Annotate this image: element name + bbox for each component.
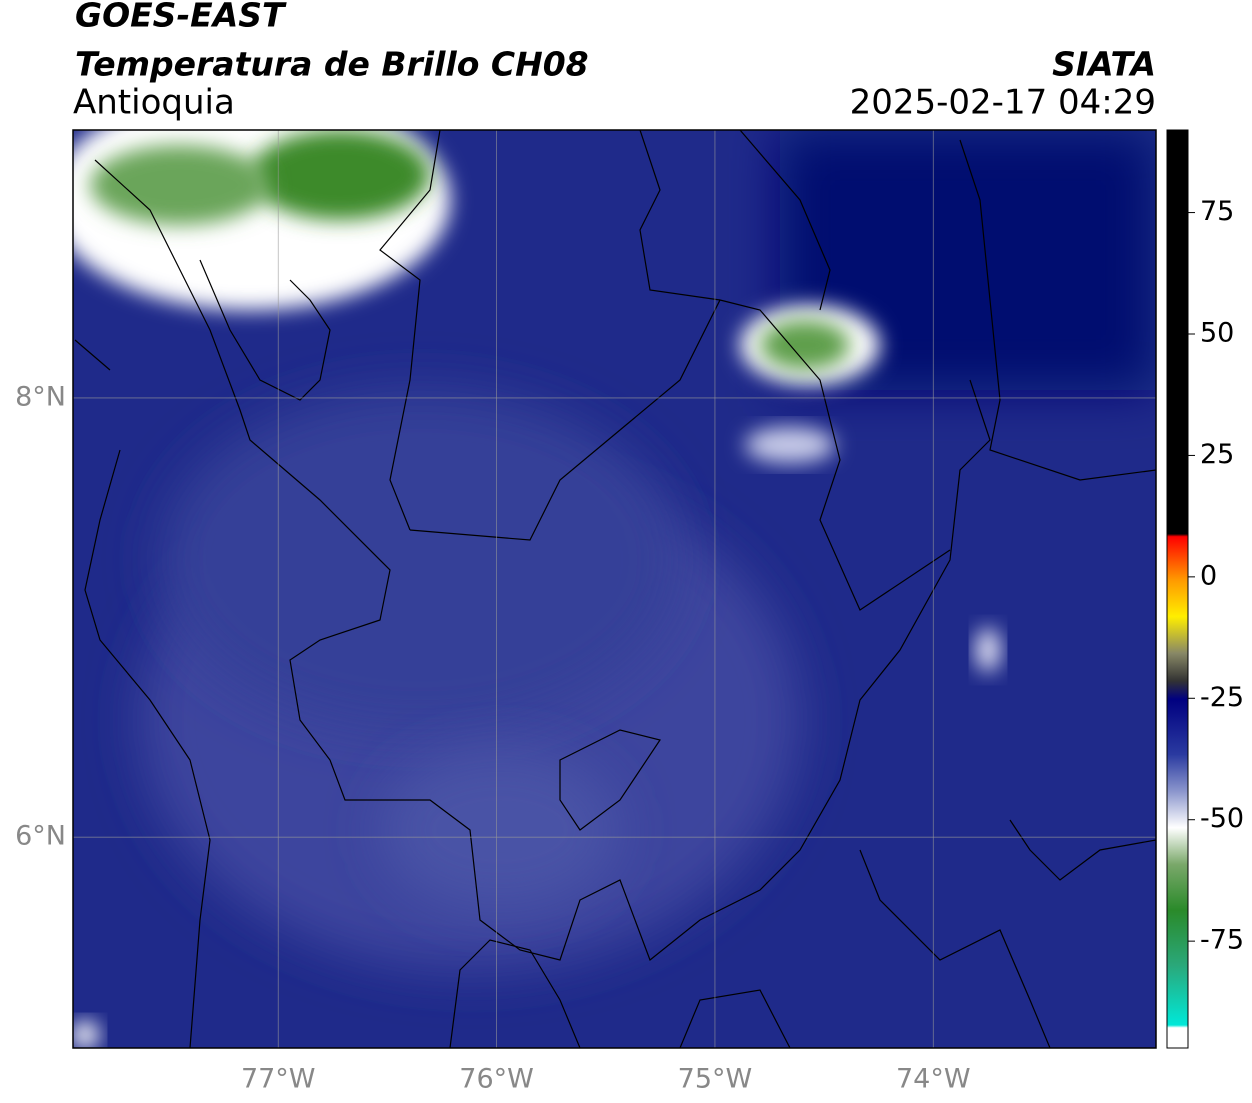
map-frame [72, 129, 1157, 1049]
lon-label: 76°W [459, 1064, 534, 1095]
datetime: 2025-02-17 04:29 [850, 83, 1156, 123]
satellite: GOES-EAST [75, 0, 287, 35]
region: Antioquia [73, 83, 235, 123]
colorbar-label: -50 [1200, 803, 1244, 834]
colorbar [1166, 129, 1189, 1049]
colorbar-label: 50 [1200, 318, 1234, 349]
lat-label: 6°N [15, 821, 66, 852]
graticule [73, 130, 1156, 1048]
product: Temperatura de Brillo CH08 [75, 45, 589, 84]
colorbar-label: -75 [1200, 925, 1244, 956]
lon-label: 77°W [241, 1064, 316, 1095]
lon-label: 75°W [678, 1064, 753, 1095]
satellite-image [73, 130, 1156, 1048]
lat-label: 8°N [15, 381, 66, 412]
colorbar-label: 75 [1200, 196, 1234, 227]
source: SIATA [1052, 45, 1156, 84]
colorbar-label: -25 [1200, 682, 1244, 713]
colorbar-label: 0 [1200, 560, 1217, 591]
lon-label: 74°W [896, 1064, 971, 1095]
colorbar-label: 25 [1200, 439, 1234, 470]
